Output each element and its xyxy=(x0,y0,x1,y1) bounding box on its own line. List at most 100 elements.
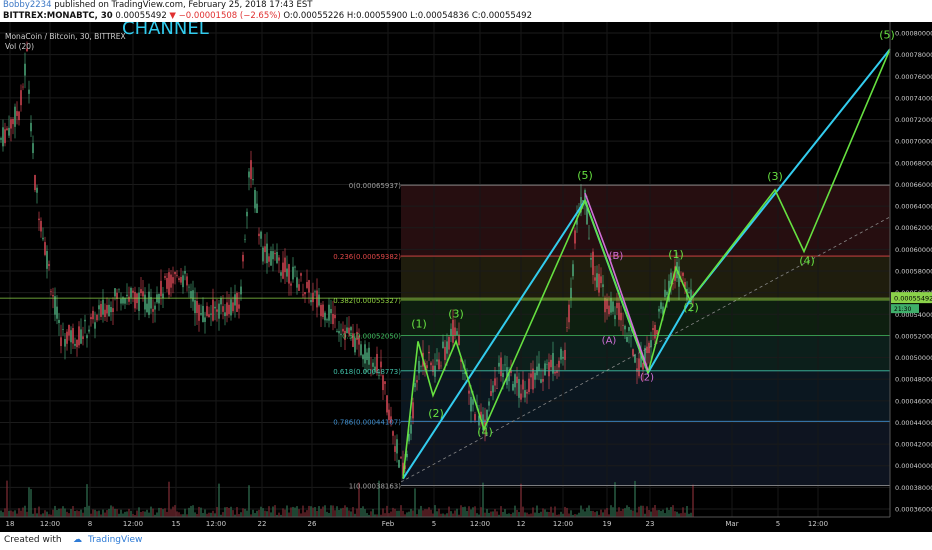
candle-body xyxy=(130,287,132,298)
volume-bar xyxy=(116,509,118,517)
candle-body xyxy=(530,373,532,378)
candle-body xyxy=(528,378,530,392)
volume-bar xyxy=(478,514,480,517)
volume-bar xyxy=(628,506,630,517)
volume-bar xyxy=(296,506,298,517)
candle-body xyxy=(534,372,536,380)
author-link[interactable]: Bobby2234 xyxy=(3,0,52,10)
x-tick-label: 22 xyxy=(258,520,267,528)
volume-bar xyxy=(674,511,676,517)
volume-bar xyxy=(430,509,432,517)
candle-body xyxy=(548,362,550,377)
candle-body xyxy=(452,319,454,343)
candle-body xyxy=(222,306,224,312)
candle-body xyxy=(408,433,410,442)
candle-body xyxy=(472,399,474,405)
volume-bar xyxy=(380,514,382,517)
volume-bar xyxy=(346,507,348,517)
price-chart[interactable]: 0(0.00065937) 0.236(0.00059382) 0.382(0.00… xyxy=(0,22,932,532)
fib-level-label: 0.618(0.00048773) xyxy=(333,368,401,376)
volume-bar xyxy=(214,513,216,517)
candle-body xyxy=(100,303,102,317)
candle-body xyxy=(442,341,444,349)
volume-bar xyxy=(166,511,168,517)
volume-bar xyxy=(50,514,52,517)
candle-body xyxy=(112,308,114,313)
created-with-text: Created with xyxy=(4,535,62,545)
candle-body xyxy=(412,402,414,419)
volume-bar xyxy=(470,509,472,517)
candle-body xyxy=(458,334,460,345)
volume-bar xyxy=(636,512,638,517)
volume-bar xyxy=(386,505,388,517)
volume-bar xyxy=(358,482,360,517)
candle-body xyxy=(176,274,178,276)
candle-body xyxy=(426,365,428,369)
candle-body xyxy=(42,237,44,240)
candle-body xyxy=(122,297,124,304)
volume-bar xyxy=(174,505,176,517)
candle-body xyxy=(310,299,312,303)
volume-bar xyxy=(648,509,650,517)
volume-bar xyxy=(318,506,320,517)
x-tick-label: 26 xyxy=(308,520,317,528)
volume-bar xyxy=(406,512,408,517)
candle-body xyxy=(240,286,242,295)
volume-bar xyxy=(90,513,92,517)
y-tick-label: 0.00038000 xyxy=(895,484,932,492)
volume-bar xyxy=(408,511,410,517)
x-tick-label: 12:00 xyxy=(470,520,490,528)
tradingview-link[interactable]: TradingView xyxy=(88,535,143,545)
candle-body xyxy=(244,239,246,240)
candle-body xyxy=(230,299,232,316)
volume-bar xyxy=(270,512,272,517)
volume-bar xyxy=(458,514,460,517)
volume-bar xyxy=(570,510,572,517)
volume-bar xyxy=(200,507,202,517)
volume-bar xyxy=(412,510,414,517)
volume-bar xyxy=(268,506,270,517)
candle-body xyxy=(584,190,586,204)
volume-bar xyxy=(372,508,374,517)
publish-info: published on TradingView.com, February 2… xyxy=(51,0,313,10)
candle-body xyxy=(98,305,100,310)
candle-body xyxy=(432,365,434,372)
volume-bar xyxy=(158,507,160,517)
volume-bar xyxy=(414,488,416,517)
candle-body xyxy=(504,364,506,366)
candle-body xyxy=(224,312,226,317)
volume-bar xyxy=(686,505,688,517)
volume-bar xyxy=(164,508,166,517)
candle-body xyxy=(454,327,456,336)
volume-bar xyxy=(452,513,454,517)
volume-bar xyxy=(28,487,30,517)
volume-bar xyxy=(262,508,264,517)
candle-body xyxy=(610,298,612,313)
volume-bar xyxy=(392,507,394,517)
candle-body xyxy=(282,262,284,279)
candle-body xyxy=(400,457,402,459)
volume-bar xyxy=(54,505,56,517)
x-tick-label: 5 xyxy=(432,520,436,528)
volume-bar xyxy=(140,511,142,517)
candle-body xyxy=(386,395,388,413)
volume-bar xyxy=(460,505,462,517)
candle-body xyxy=(446,341,448,354)
volume-bar xyxy=(434,505,436,517)
candle-body xyxy=(72,328,74,344)
volume-bar xyxy=(108,508,110,517)
candle-body xyxy=(532,368,534,390)
volume-bar xyxy=(98,510,100,517)
wave-label-green: (4) xyxy=(477,425,493,438)
candle-body xyxy=(78,326,80,346)
y-tick-label: 0.00058000 xyxy=(895,267,932,275)
volume-bar xyxy=(596,511,598,517)
y-tick-label: 0.00064000 xyxy=(895,203,932,211)
y-tick-label: 0.00080000 xyxy=(895,30,932,38)
candle-body xyxy=(40,220,42,232)
volume-bar xyxy=(410,508,412,517)
volume-bar xyxy=(486,508,488,517)
candle-body xyxy=(256,203,258,213)
candle-body xyxy=(276,251,278,264)
candle-body xyxy=(550,359,552,368)
